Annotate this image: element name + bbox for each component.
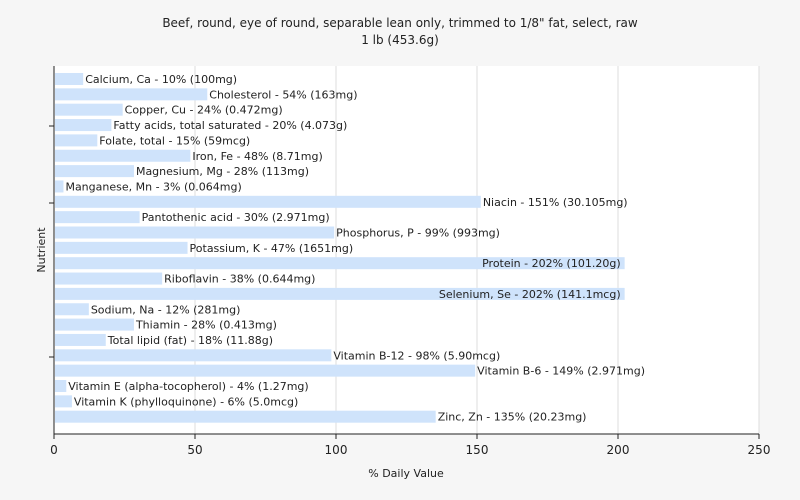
bar bbox=[55, 88, 208, 101]
bar bbox=[55, 272, 163, 285]
bar-label: Protein - 202% (101.20g) bbox=[482, 257, 621, 270]
bar-label: Pantothenic acid - 30% (2.971mg) bbox=[142, 211, 330, 224]
x-axis-title: % Daily Value bbox=[368, 467, 444, 480]
bar bbox=[55, 380, 67, 392]
bar-label: Vitamin B-12 - 98% (5.90mcg) bbox=[333, 349, 500, 362]
bar-label: Copper, Cu - 24% (0.472mg) bbox=[125, 104, 283, 117]
bar bbox=[55, 257, 625, 270]
bar bbox=[55, 241, 188, 254]
bar bbox=[55, 73, 84, 85]
bar-label: Cholesterol - 54% (163mg) bbox=[209, 88, 357, 101]
y-axis-title: Nutrient bbox=[35, 227, 48, 273]
bar-label: Potassium, K - 47% (1651mg) bbox=[190, 242, 354, 255]
bar bbox=[55, 149, 191, 162]
x-tick-label: 150 bbox=[466, 443, 489, 457]
bar bbox=[55, 303, 89, 316]
x-tick-label: 0 bbox=[50, 443, 58, 457]
bar bbox=[55, 395, 72, 408]
bar bbox=[55, 349, 332, 362]
bar bbox=[55, 287, 625, 300]
bar-label: Manganese, Mn - 3% (0.064mg) bbox=[65, 180, 241, 193]
bar-label: Niacin - 151% (30.105mg) bbox=[483, 196, 628, 209]
bar bbox=[55, 180, 64, 193]
bars: Calcium, Ca - 10% (100mg) Cholesterol - 5… bbox=[55, 73, 645, 424]
bar-label: Fatty acids, total saturated - 20% (4.07… bbox=[113, 119, 347, 132]
bar-label: Vitamin K (phylloquinone) - 6% (5.0mcg) bbox=[74, 395, 298, 408]
bar-label: Magnesium, Mg - 28% (113mg) bbox=[136, 165, 309, 178]
x-tick-label: 50 bbox=[187, 443, 202, 457]
bar-label: Folate, total - 15% (59mcg) bbox=[99, 134, 250, 147]
bar-label: Calcium, Ca - 10% (100mg) bbox=[85, 73, 237, 86]
bar bbox=[55, 333, 106, 346]
axes: 0 50 100 150 200 250 bbox=[49, 66, 770, 457]
chart-title: Beef, round, eye of round, separable lea… bbox=[162, 16, 638, 30]
bar bbox=[55, 165, 134, 178]
bar bbox=[55, 195, 481, 208]
x-tick-label: 200 bbox=[607, 443, 630, 457]
bar-label: Sodium, Na - 12% (281mg) bbox=[91, 303, 241, 316]
bar-label: Thiamin - 28% (0.413mg) bbox=[135, 319, 277, 332]
chart-subtitle: 1 lb (453.6g) bbox=[361, 33, 439, 47]
bar-label: Riboflavin - 38% (0.644mg) bbox=[164, 273, 315, 286]
bar-label: Vitamin E (alpha-tocopherol) - 4% (1.27m… bbox=[68, 380, 308, 393]
bar-label: Vitamin B-6 - 149% (2.971mg) bbox=[477, 365, 645, 378]
x-tick-label: 100 bbox=[325, 443, 348, 457]
bar bbox=[55, 364, 476, 377]
bar bbox=[55, 134, 98, 147]
bar bbox=[55, 103, 123, 116]
bar-label: Total lipid (fat) - 18% (11.88g) bbox=[107, 334, 273, 347]
bar bbox=[55, 318, 134, 331]
bar-label: Zinc, Zn - 135% (20.23mg) bbox=[438, 411, 587, 424]
bar-label: Selenium, Se - 202% (141.1mcg) bbox=[439, 288, 621, 301]
bar bbox=[55, 226, 335, 239]
bar-label: Phosphorus, P - 99% (993mg) bbox=[336, 227, 500, 240]
bar-label: Iron, Fe - 48% (8.71mg) bbox=[192, 150, 322, 163]
bar bbox=[55, 410, 436, 423]
bar bbox=[55, 211, 140, 224]
x-tick-label: 250 bbox=[748, 443, 771, 457]
bar bbox=[55, 119, 112, 132]
